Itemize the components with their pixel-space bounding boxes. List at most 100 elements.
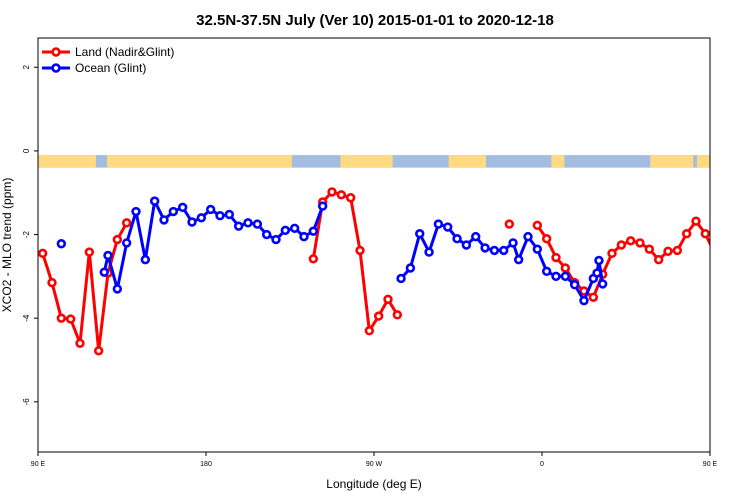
land-band bbox=[650, 155, 694, 168]
chart-title: 32.5N-37.5N July (Ver 10) 2015-01-01 to … bbox=[196, 12, 554, 29]
data-point bbox=[47, 277, 57, 288]
data-point bbox=[721, 279, 728, 286]
x-tick-label: 90 E bbox=[31, 461, 46, 468]
plot-frame bbox=[37, 37, 711, 453]
data-point bbox=[396, 273, 406, 284]
data-point bbox=[551, 271, 561, 282]
data-point bbox=[415, 229, 425, 239]
data-point bbox=[280, 225, 291, 236]
data-point bbox=[261, 229, 272, 240]
data-point bbox=[233, 221, 244, 231]
data-point bbox=[588, 292, 599, 302]
land-band bbox=[107, 155, 292, 168]
data-point bbox=[373, 311, 384, 321]
data-point bbox=[499, 245, 509, 256]
data-point bbox=[739, 316, 746, 323]
x-tick-label: 180 bbox=[200, 461, 212, 468]
x-tick-label: 0 bbox=[540, 461, 544, 468]
data-point bbox=[653, 254, 664, 265]
data-point bbox=[336, 190, 347, 200]
data-point bbox=[56, 239, 67, 249]
data-point bbox=[560, 263, 571, 273]
y-tick-label: -2 bbox=[22, 230, 31, 238]
data-point bbox=[149, 196, 160, 206]
data-point bbox=[93, 346, 104, 356]
data-point bbox=[271, 234, 281, 245]
data-point bbox=[84, 247, 95, 257]
data-point bbox=[730, 314, 737, 321]
data-point bbox=[551, 252, 561, 263]
data-point bbox=[443, 222, 453, 232]
data-point bbox=[730, 240, 737, 247]
data-point bbox=[121, 218, 132, 228]
x-tick-label: 90 E bbox=[703, 461, 718, 468]
data-point bbox=[541, 266, 552, 277]
legend: Land (Nadir&Glint) Ocean (Glint) bbox=[42, 45, 174, 75]
data-point bbox=[569, 280, 580, 290]
data-point bbox=[597, 279, 608, 289]
data-point bbox=[392, 310, 403, 320]
data-point bbox=[308, 226, 319, 236]
data-point bbox=[317, 201, 328, 211]
data-point bbox=[579, 295, 589, 306]
data-point bbox=[299, 231, 309, 242]
data-point bbox=[131, 206, 141, 217]
data-point bbox=[433, 219, 444, 229]
land-band bbox=[551, 155, 565, 168]
data-point bbox=[38, 248, 48, 259]
land-ocean-strip bbox=[38, 155, 710, 168]
data-point bbox=[461, 240, 472, 250]
data-point bbox=[103, 250, 113, 261]
legend-label: Land (Nadir&Glint) bbox=[75, 45, 174, 59]
series-land bbox=[38, 187, 746, 356]
data-point bbox=[513, 254, 524, 265]
data-point bbox=[75, 338, 85, 348]
data-point bbox=[252, 219, 263, 229]
data-point bbox=[99, 267, 109, 277]
data-point bbox=[635, 238, 645, 248]
data-point bbox=[560, 271, 571, 282]
legend-item: Ocean (Glint) bbox=[42, 61, 146, 75]
legend-item: Land (Nadir&Glint) bbox=[42, 45, 174, 59]
data-point bbox=[471, 231, 481, 242]
data-point bbox=[644, 244, 655, 254]
data-point bbox=[308, 254, 319, 264]
data-point bbox=[452, 234, 462, 244]
data-point bbox=[504, 219, 515, 229]
data-point bbox=[168, 206, 179, 217]
data-point bbox=[215, 211, 225, 221]
x-tick-label: 90 W bbox=[366, 461, 383, 468]
data-point bbox=[243, 218, 253, 228]
data-point bbox=[709, 252, 710, 254]
y-axis: 2 0 -2 -4 -6 bbox=[22, 64, 38, 405]
y-tick-label: -6 bbox=[22, 398, 31, 406]
data-point bbox=[196, 213, 207, 223]
land-band bbox=[448, 155, 486, 168]
y-tick-label: 2 bbox=[22, 64, 31, 69]
data-point bbox=[383, 294, 393, 305]
series-line bbox=[41, 222, 128, 353]
data-point bbox=[480, 243, 490, 253]
y-tick-label: 0 bbox=[22, 148, 31, 153]
data-point bbox=[616, 240, 627, 250]
data-point bbox=[121, 238, 132, 248]
data-point bbox=[700, 229, 710, 239]
data-point bbox=[663, 246, 673, 256]
y-axis-label: XCO2 - MLO trend (ppm) bbox=[0, 178, 14, 313]
data-point bbox=[607, 248, 617, 259]
data-point bbox=[187, 217, 197, 227]
data-point bbox=[327, 187, 337, 197]
data-point bbox=[224, 209, 235, 220]
data-point bbox=[289, 223, 300, 233]
series-line bbox=[399, 222, 605, 303]
data-point bbox=[424, 247, 434, 257]
data-point bbox=[523, 231, 533, 242]
data-point bbox=[592, 268, 602, 278]
land-band bbox=[696, 155, 710, 168]
data-point bbox=[594, 255, 604, 266]
data-point bbox=[405, 263, 416, 273]
data-point bbox=[691, 216, 701, 226]
data-point bbox=[364, 326, 375, 336]
data-point bbox=[112, 284, 123, 294]
